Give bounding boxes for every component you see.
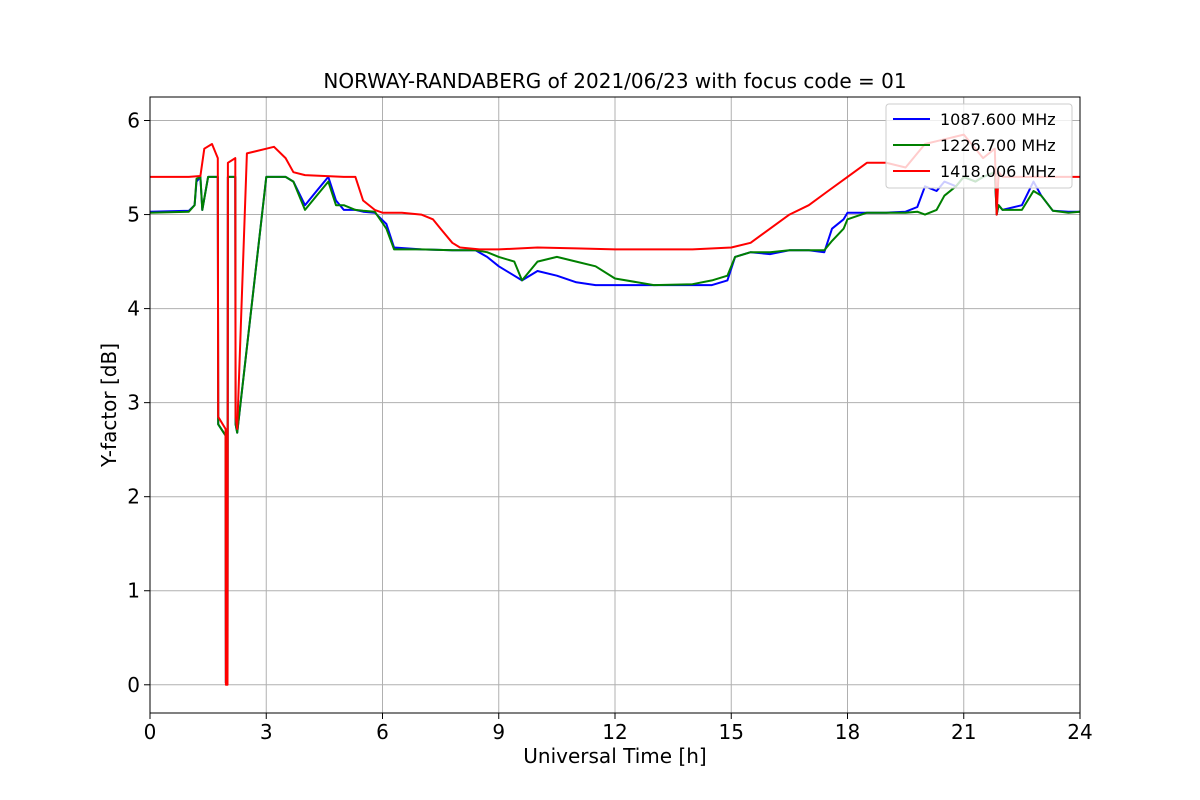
- x-tick-label: 15: [719, 720, 744, 744]
- y-tick-label: 1: [127, 579, 140, 603]
- y-tick-label: 2: [127, 485, 140, 509]
- x-axis-title: Universal Time [h]: [523, 744, 706, 768]
- x-tick-label: 24: [1067, 720, 1092, 744]
- x-tick-label: 18: [835, 720, 860, 744]
- legend-box: [885, 103, 1073, 189]
- y-tick-label: 6: [127, 109, 140, 133]
- chart-title: NORWAY-RANDABERG of 2021/06/23 with focu…: [323, 69, 906, 93]
- legend-label-1087: 1087.600 MHz: [940, 110, 1056, 129]
- x-tick-label: 12: [602, 720, 627, 744]
- legend: 1087.600 MHz 1226.700 MHz 1418.006 MHz: [885, 103, 1073, 189]
- legend-label-1418: 1418.006 MHz: [940, 162, 1056, 181]
- x-tick-label: 9: [492, 720, 505, 744]
- x-tick-label: 6: [376, 720, 389, 744]
- y-tick-label: 5: [127, 203, 140, 227]
- x-tick-label: 3: [260, 720, 273, 744]
- y-axis-title: Y-factor [dB]: [97, 343, 121, 468]
- y-tick-label: 0: [127, 673, 140, 697]
- y-tick-label: 4: [127, 297, 140, 321]
- y-tick-label: 3: [127, 391, 140, 415]
- x-tick-label: 21: [951, 720, 976, 744]
- x-tick-label: 0: [144, 720, 157, 744]
- legend-label-1226: 1226.700 MHz: [940, 136, 1056, 155]
